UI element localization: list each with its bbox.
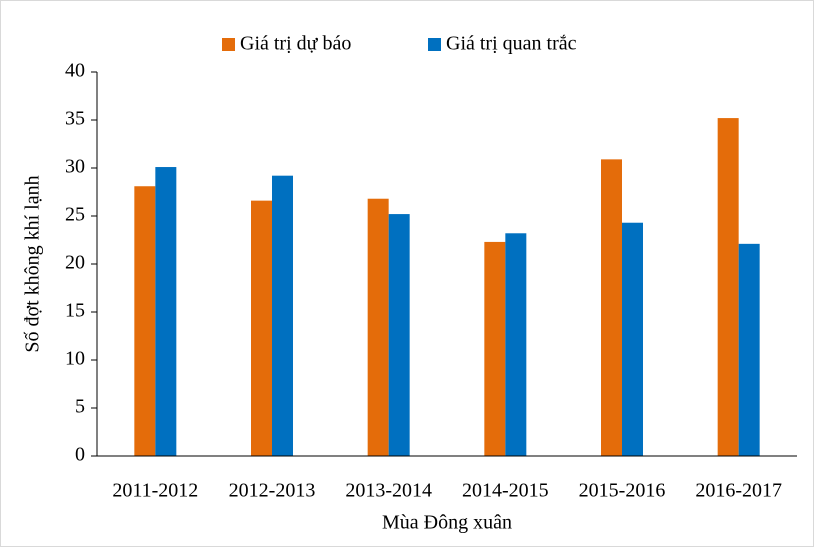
bar — [251, 200, 272, 456]
x-tick-label: 2012-2013 — [229, 480, 316, 502]
bar — [738, 243, 760, 456]
legend-swatch — [428, 38, 441, 51]
bar — [367, 198, 389, 456]
bar — [134, 186, 156, 457]
legend-label: Giá trị dự báo — [240, 33, 351, 55]
legend-swatch — [222, 38, 235, 51]
bar — [505, 233, 527, 456]
x-tick-label: 2014-2015 — [462, 480, 549, 502]
bar — [717, 118, 739, 456]
x-axis-title: Mùa Đông xuân — [382, 512, 512, 534]
y-tick-label: 30 — [65, 156, 85, 178]
bar — [272, 175, 293, 456]
bar — [601, 159, 622, 457]
bar — [388, 214, 410, 456]
bar — [484, 241, 506, 456]
y-tick-label: 10 — [65, 348, 85, 370]
x-tick-label: 2013-2014 — [345, 480, 432, 502]
y-tick-label: 5 — [75, 396, 85, 418]
bar — [622, 222, 643, 456]
y-tick-label: 35 — [65, 108, 85, 130]
x-tick-label: 2011-2012 — [112, 480, 198, 502]
y-tick-label: 15 — [65, 300, 85, 322]
y-axis-title: Số đợt không khí lạnh — [22, 175, 44, 352]
y-tick-label: 0 — [75, 444, 85, 466]
y-tick-label: 40 — [65, 60, 85, 82]
x-tick-label: 2016-2017 — [695, 480, 782, 502]
x-tick-label: 2015-2016 — [579, 480, 666, 502]
y-tick-label: 20 — [65, 252, 85, 274]
y-tick-label: 25 — [65, 204, 85, 226]
legend-label: Giá trị quan trắc — [446, 33, 577, 55]
bar — [155, 167, 177, 457]
